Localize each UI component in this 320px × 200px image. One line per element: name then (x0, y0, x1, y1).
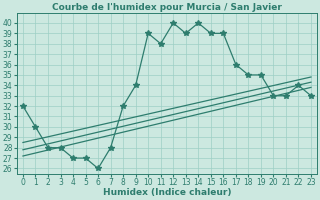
Title: Courbe de l'humidex pour Murcia / San Javier: Courbe de l'humidex pour Murcia / San Ja… (52, 3, 282, 12)
X-axis label: Humidex (Indice chaleur): Humidex (Indice chaleur) (103, 188, 231, 197)
